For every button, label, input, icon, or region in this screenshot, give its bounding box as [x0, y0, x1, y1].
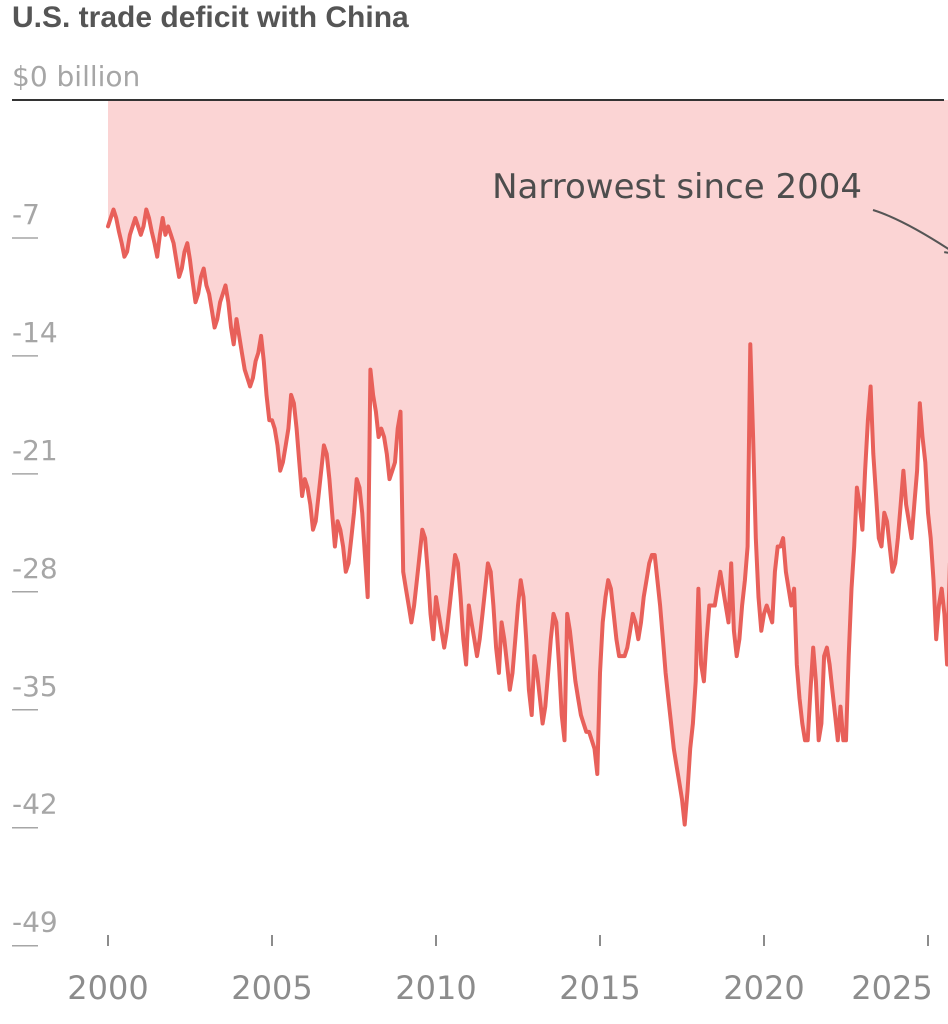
- x-tick-label: 2000: [67, 969, 148, 1007]
- y-tick-label: -28: [12, 552, 58, 585]
- y-tick-label: -21: [12, 434, 58, 467]
- x-axis: 2000 2005 2010 2015 2020 2025: [67, 935, 933, 1007]
- y-tick-label: -49: [12, 906, 58, 939]
- y-tick-label: -14: [12, 316, 58, 349]
- y-axis: -7 -14 -21 -28 -35 -42 -49: [12, 198, 58, 947]
- y-tick-label: -42: [12, 788, 58, 821]
- x-tick-label: 2025: [851, 969, 932, 1007]
- y-tick-label: -7: [12, 198, 40, 231]
- annotation-label: Narrowest since 2004: [492, 167, 862, 207]
- x-tick-label: 2015: [559, 969, 640, 1007]
- annotation: Narrowest since 2004: [492, 167, 948, 254]
- annotation-arrow: [872, 209, 948, 250]
- deficit-line: [106, 207, 948, 827]
- x-tick-label: 2010: [395, 969, 476, 1007]
- x-tick-label: 2020: [723, 969, 804, 1007]
- x-tick-label: 2005: [231, 969, 312, 1007]
- chart-title: U.S. trade deficit with China: [12, 1, 409, 34]
- zero-axis-label: $0 billion: [12, 60, 140, 93]
- y-tick-label: -35: [12, 670, 58, 703]
